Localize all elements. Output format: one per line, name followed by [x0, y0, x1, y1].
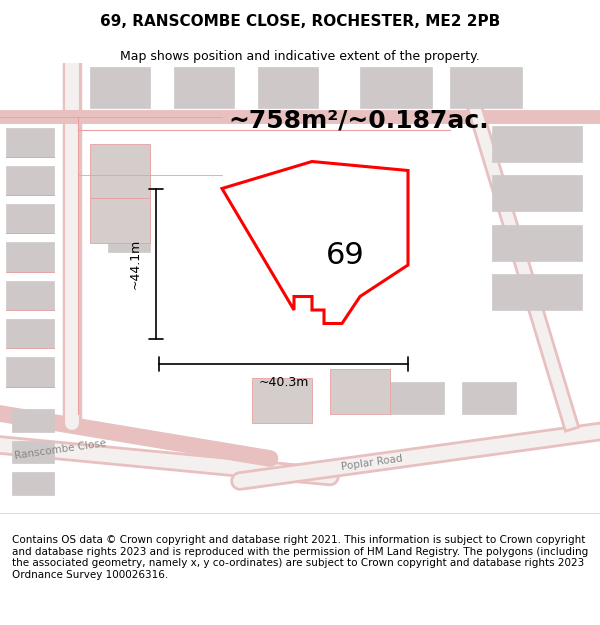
Bar [252, 378, 312, 423]
Bar [6, 319, 54, 348]
Bar [258, 67, 318, 108]
Bar [12, 409, 54, 431]
Bar [492, 274, 582, 310]
Text: ~44.1m: ~44.1m [128, 239, 142, 289]
Bar [462, 382, 516, 414]
Bar [6, 357, 54, 386]
Bar [174, 67, 234, 108]
Text: 69: 69 [326, 241, 364, 271]
Text: Poplar Road: Poplar Road [341, 454, 403, 472]
Polygon shape [222, 161, 408, 324]
Bar [6, 204, 54, 234]
Bar [390, 382, 444, 414]
Text: Ranscombe Close: Ranscombe Close [14, 438, 106, 461]
Bar [90, 67, 150, 108]
Bar [492, 224, 582, 261]
Bar [90, 144, 150, 198]
Bar [108, 206, 150, 251]
Text: Contains OS data © Crown copyright and database right 2021. This information is : Contains OS data © Crown copyright and d… [12, 535, 588, 580]
Bar [360, 67, 432, 108]
Text: ~758m²/~0.187ac.: ~758m²/~0.187ac. [228, 109, 488, 133]
Bar [6, 166, 54, 195]
Bar [12, 472, 54, 494]
Bar [108, 152, 150, 189]
Text: Map shows position and indicative extent of the property.: Map shows position and indicative extent… [120, 50, 480, 62]
Bar [6, 242, 54, 272]
Text: ~40.3m: ~40.3m [259, 376, 308, 389]
Bar [330, 369, 390, 414]
Bar [6, 127, 54, 157]
Bar [12, 441, 54, 463]
Text: 69, RANSCOMBE CLOSE, ROCHESTER, ME2 2PB: 69, RANSCOMBE CLOSE, ROCHESTER, ME2 2PB [100, 14, 500, 29]
Bar [450, 67, 522, 108]
Bar [492, 126, 582, 161]
Bar [330, 206, 402, 242]
Bar [492, 175, 582, 211]
Bar [90, 198, 150, 242]
Bar [6, 281, 54, 310]
